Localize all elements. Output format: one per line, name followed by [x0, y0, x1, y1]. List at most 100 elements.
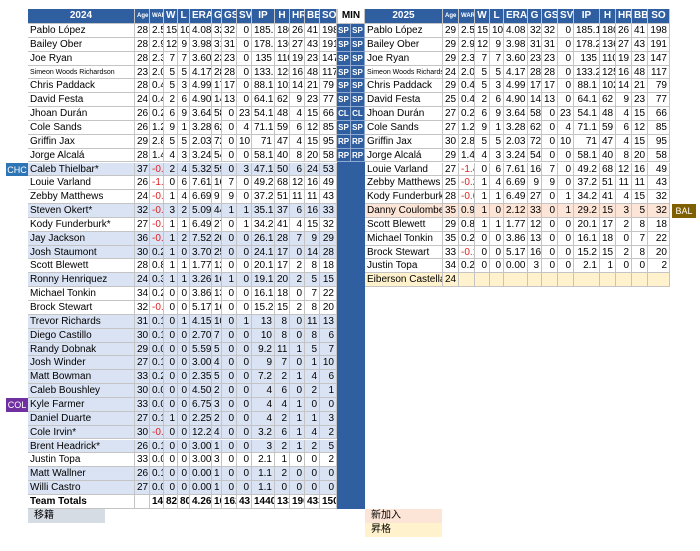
stat-cell: 95 [320, 134, 337, 149]
stat-cell: 28 [542, 65, 558, 80]
stat-cell: 191 [320, 37, 337, 52]
stat-cell: 30 [443, 134, 459, 149]
stat-cell: 3.26 [190, 273, 212, 288]
stat-cell: 41 [632, 24, 648, 38]
stat-cell: 1 [490, 217, 504, 232]
stat-cell: 10 [252, 328, 275, 343]
stat-cell: 110 [275, 51, 290, 66]
stat-cell: 15 [600, 204, 616, 218]
stat-cell: 7 [490, 51, 504, 66]
stat-cell: 0 [558, 24, 574, 38]
player-name: Michael Tonkin [365, 231, 443, 246]
stat-cell: 16 [212, 176, 222, 191]
stat-cell: 59 [275, 120, 290, 135]
stat-cell: 0.8 [459, 217, 475, 232]
stat-cell: 15 [320, 273, 337, 288]
stat-cell: 40 [275, 148, 290, 163]
stat-cell: 23 [632, 93, 648, 108]
stat-cell: 28 [135, 37, 150, 52]
stat-cell: 79 [320, 79, 337, 94]
stat-cell: 6 [178, 176, 190, 191]
stat-cell: 133.2 [252, 65, 275, 80]
stat-cell: 0 [237, 79, 252, 94]
stat-cell: 2.3 [459, 51, 475, 66]
stat-cell: 4.99 [190, 79, 212, 94]
player-name: Matt Bowman [28, 370, 135, 385]
stat-cell: 0.00 [190, 467, 212, 482]
stat-cell: 0.00 [190, 481, 212, 495]
stat-cell: 48 [632, 65, 648, 80]
stat-cell: 0.4 [150, 79, 164, 94]
stat-cell: 0 [222, 245, 237, 260]
stat-cell: 68 [275, 176, 290, 191]
stat-cell: 4.08 [504, 24, 528, 38]
stat-cell: 162 [222, 494, 237, 509]
stat-cell: 77 [320, 93, 337, 108]
stat-cell: 15 [275, 301, 290, 315]
stat-cell: 0 [222, 397, 237, 412]
stat-cell: 32 [542, 24, 558, 38]
stat-cell: 15 [600, 245, 616, 260]
team-tag: CHC [6, 162, 28, 177]
stat-cell: 32 [528, 24, 542, 38]
stat-cell: 191 [648, 37, 670, 52]
stat-cell: 3 [237, 162, 252, 177]
stat-cell: 24 [135, 190, 150, 205]
stat-cell: 6 [475, 107, 490, 121]
player-name: Pablo López [365, 24, 443, 38]
player-name: Louie Varland [28, 176, 135, 191]
stat-cell: 4 [212, 425, 222, 440]
stat-cell: 3.86 [190, 287, 212, 301]
stat-cell: 1.2 [150, 120, 164, 135]
stat-cell: 0 [164, 453, 178, 468]
stat-cell: 0 [222, 134, 237, 149]
header-cell: H [600, 9, 616, 24]
stat-cell: 35 [443, 204, 459, 218]
stat-cell: 1 [178, 314, 190, 329]
stat-cell: 17 [542, 79, 558, 94]
stat-cell: 136 [275, 37, 290, 52]
header-cell: SV [558, 9, 574, 24]
stat-cell: 1 [178, 120, 190, 135]
header-cell: 2024 [28, 9, 135, 24]
stat-cell: 0 [542, 190, 558, 205]
stat-cell: 10 [320, 356, 337, 371]
stat-cell: 15 [305, 217, 320, 232]
stat-cell: 16 [305, 176, 320, 191]
stat-cell: 28 [135, 51, 150, 66]
stat-cell: 0 [542, 107, 558, 121]
stat-cell: 4 [164, 148, 178, 163]
stat-cell: 35.1 [252, 204, 275, 218]
stat-cell: 23 [305, 93, 320, 108]
stat-cell: 0 [237, 397, 252, 412]
header-cell: Age [443, 9, 459, 24]
stat-cell: 13 [252, 314, 275, 329]
stat-cell: 16 [212, 273, 222, 288]
stat-cell: 32 [648, 204, 670, 218]
stat-cell: 21 [305, 79, 320, 94]
stat-cell: 28 [135, 24, 150, 38]
stat-cell: 7 [275, 356, 290, 371]
stat-cell: 0 [237, 301, 252, 315]
stat-cell: 12 [164, 37, 178, 52]
stat-cell: 24 [443, 65, 459, 80]
stat-cell: -0.2 [150, 204, 164, 218]
stat-cell: 7 [212, 328, 222, 343]
stat-cell: 0 [164, 328, 178, 343]
stat-cell: 23 [558, 107, 574, 121]
player-name: Louie Varland [365, 162, 443, 177]
stat-cell: 27 [135, 481, 150, 495]
stat-cell: 58 [528, 107, 542, 121]
stat-cell: 17 [528, 79, 542, 94]
stat-cell: 6 [490, 162, 504, 177]
position-cell: SP [337, 24, 351, 38]
stat-cell: 0.2 [150, 107, 164, 121]
header-cell: SV [237, 9, 252, 24]
stat-cell: 4.90 [504, 93, 528, 108]
stat-cell: 0 [490, 245, 504, 260]
stat-cell: 48 [275, 107, 290, 121]
stat-cell: 29 [443, 37, 459, 52]
stat-cell: 20 [275, 273, 290, 288]
stat-cell: 12 [290, 176, 305, 191]
